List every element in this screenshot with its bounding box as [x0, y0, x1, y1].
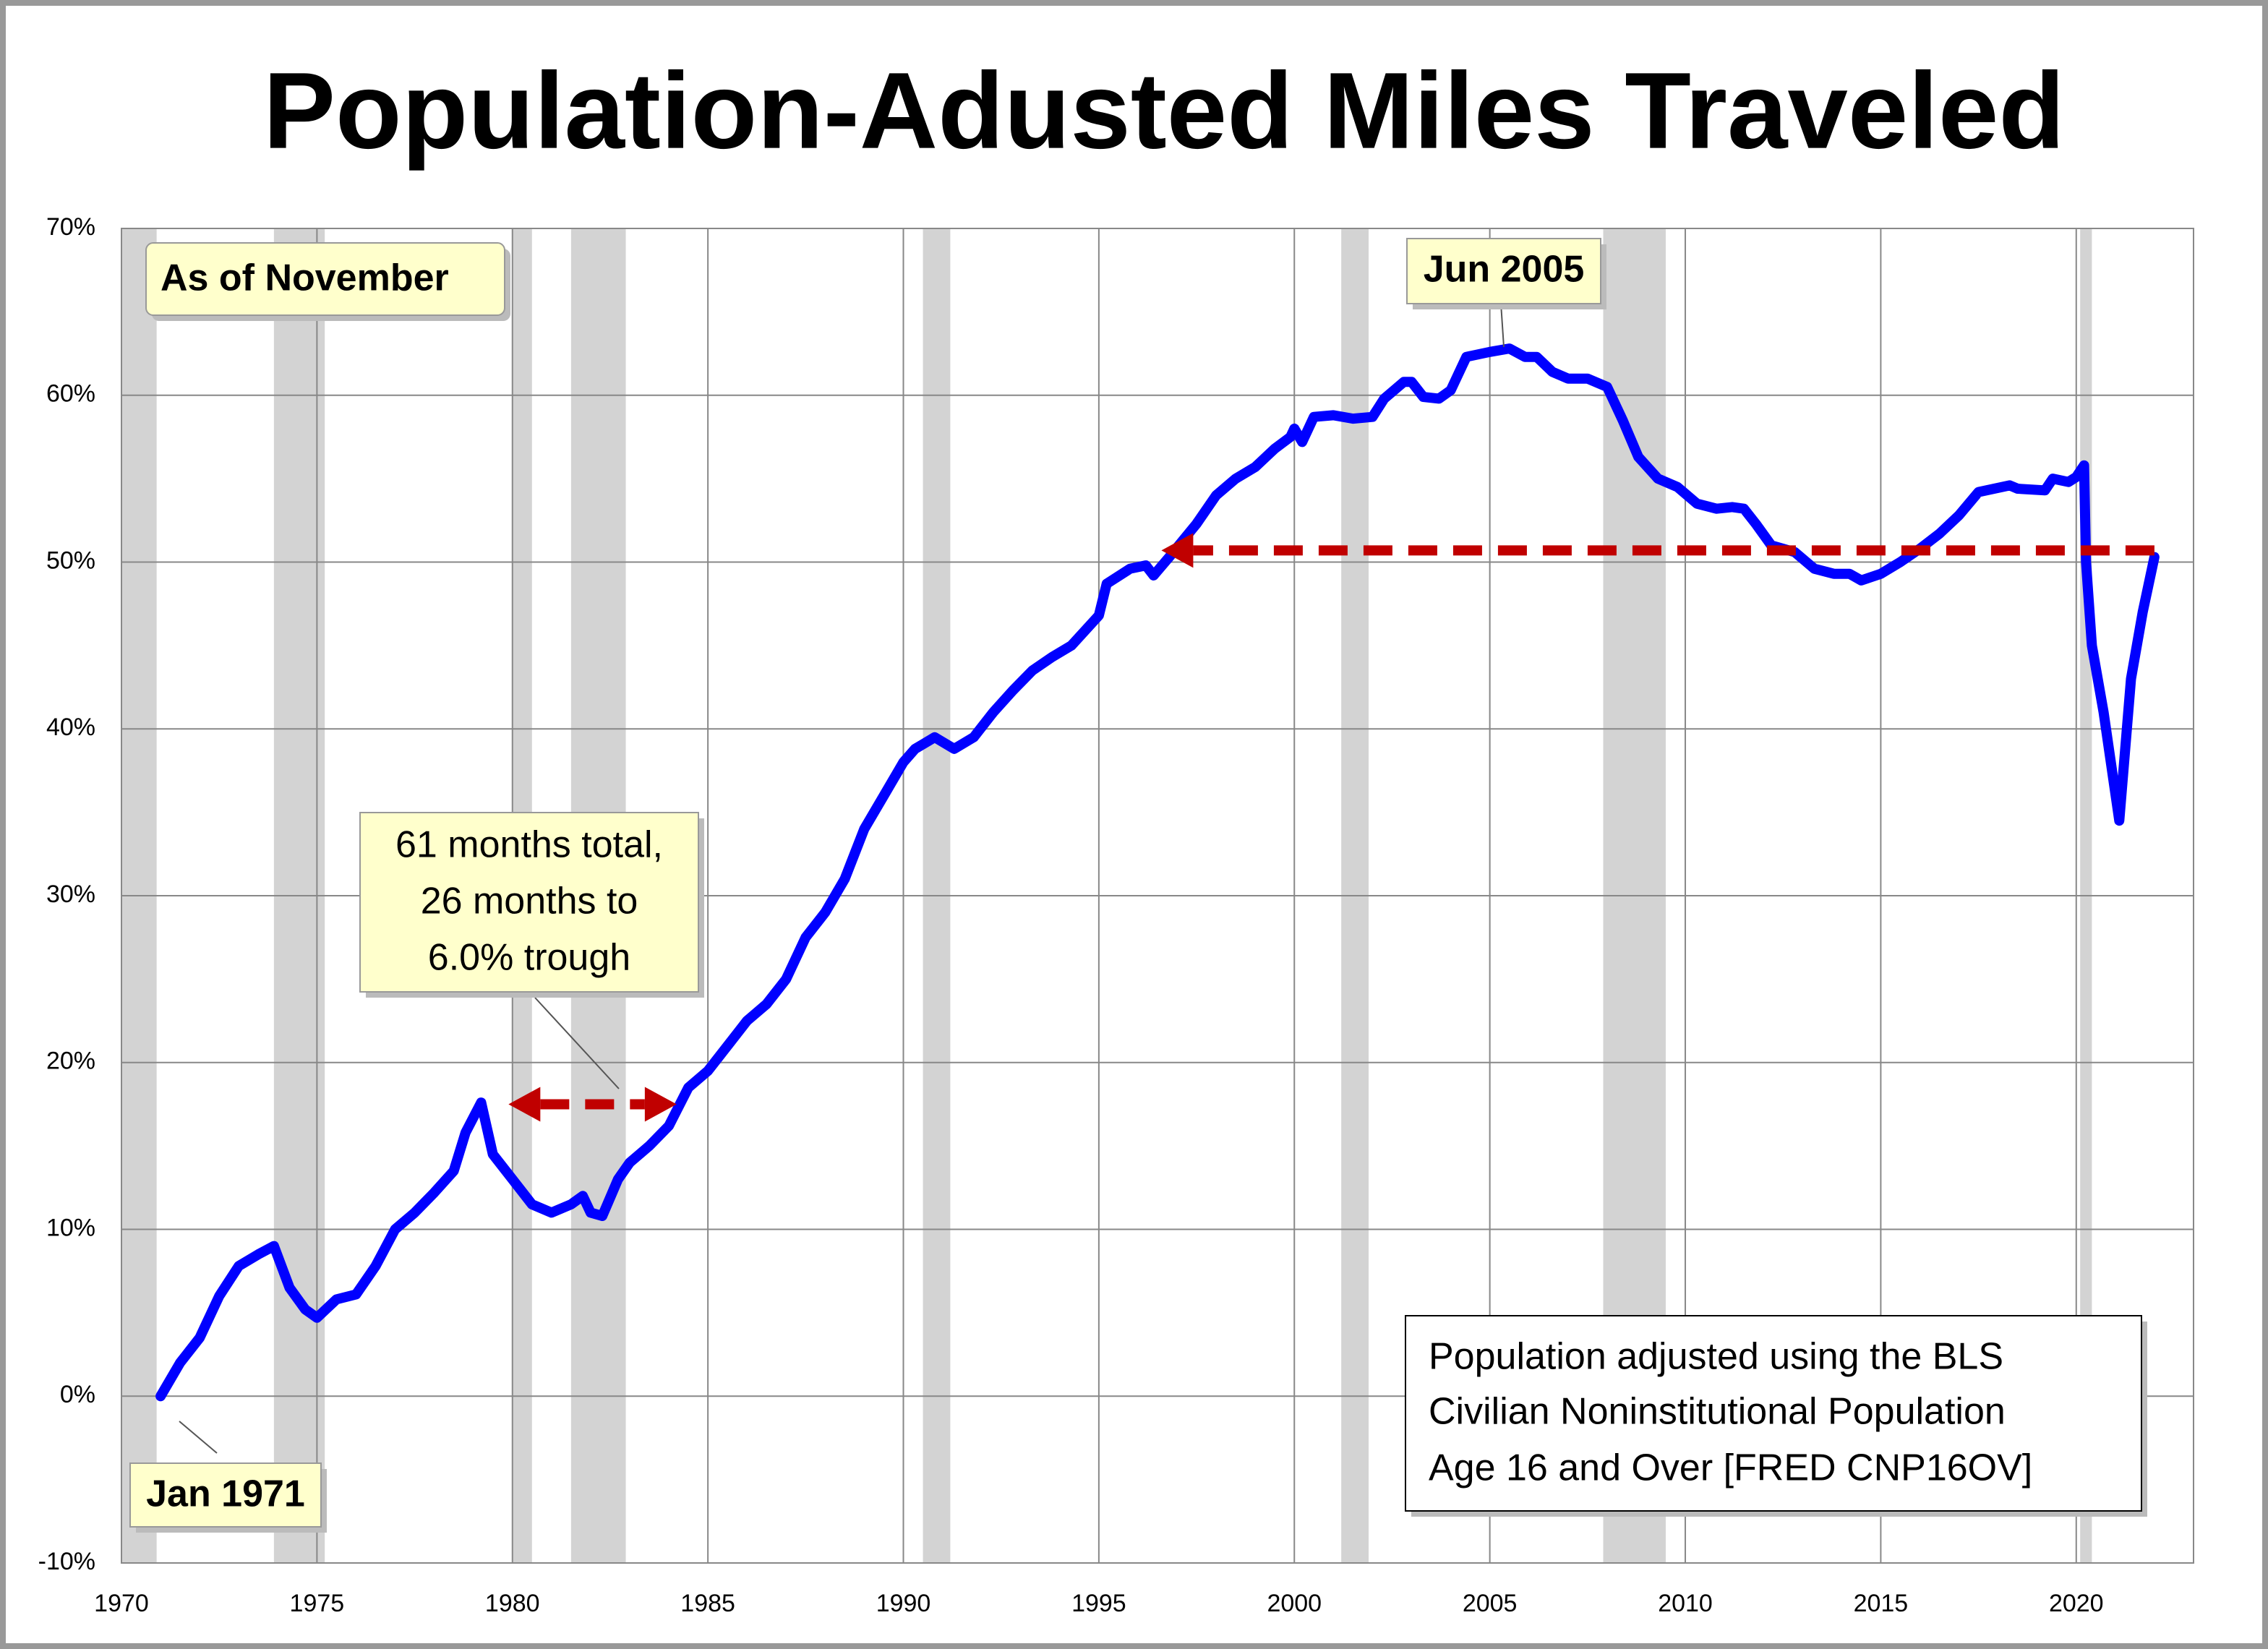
- y-tick-label: 10%: [46, 1214, 95, 1241]
- y-tick-label: -10%: [38, 1548, 95, 1575]
- x-tick-label: 1990: [876, 1590, 931, 1617]
- peak-label: Jun 2005: [1424, 249, 1585, 291]
- annotations: As of November Jun 2005 Jan 1971 61 mont…: [129, 238, 2147, 1533]
- x-tick-label: 2010: [1658, 1590, 1713, 1617]
- peak-box: [1406, 238, 1601, 304]
- note-line: Civilian Noninstitutional Population: [1429, 1391, 2006, 1433]
- arrow-head: [644, 1087, 677, 1122]
- recession-note-box: [359, 812, 699, 993]
- y-tick-label: 60%: [46, 380, 95, 408]
- x-tick-label: 2005: [1463, 1590, 1518, 1617]
- source-note-box: [1405, 1315, 2142, 1512]
- x-tick-label: 2020: [2049, 1590, 2104, 1617]
- x-tick-label: 1995: [1071, 1590, 1126, 1617]
- x-tick-label: 1970: [94, 1590, 149, 1617]
- y-tick-label: 40%: [46, 714, 95, 741]
- as-of-box: [145, 242, 505, 316]
- note-line: Age 16 and Over [FRED CNP16OV]: [1429, 1447, 2032, 1489]
- note-line: 26 months to: [421, 881, 638, 922]
- data-line: [155, 343, 2160, 1402]
- chart-title: Population-Adusted Miles Traveled: [263, 50, 2065, 171]
- note-line: 6.0% trough: [428, 937, 630, 979]
- note-line: 61 months total,: [395, 824, 663, 866]
- x-tick-label: 1980: [485, 1590, 540, 1617]
- note-line: Population adjusted using the BLS: [1429, 1336, 2003, 1378]
- arrow-head: [1161, 533, 1194, 568]
- y-tick-label: 70%: [46, 213, 95, 241]
- y-tick-label: 20%: [46, 1048, 95, 1075]
- x-tick-label: 1975: [290, 1590, 345, 1617]
- start-box: [129, 1462, 322, 1528]
- leader-line: [534, 997, 620, 1089]
- x-tick-label: 2015: [1854, 1590, 1909, 1617]
- y-tick-label: 50%: [46, 547, 95, 574]
- x-tick-label: 1985: [680, 1590, 735, 1617]
- leader-line: [1500, 303, 1505, 348]
- y-tick-label: 30%: [46, 881, 95, 908]
- arrow-head: [508, 1087, 541, 1122]
- x-tick-label: 2000: [1267, 1590, 1322, 1617]
- plot-border: [121, 228, 2194, 1564]
- start-label: Jan 1971: [146, 1473, 305, 1515]
- y-tick-label: 0%: [60, 1381, 95, 1408]
- leader-line: [179, 1421, 218, 1454]
- as-of-label: As of November: [161, 257, 449, 299]
